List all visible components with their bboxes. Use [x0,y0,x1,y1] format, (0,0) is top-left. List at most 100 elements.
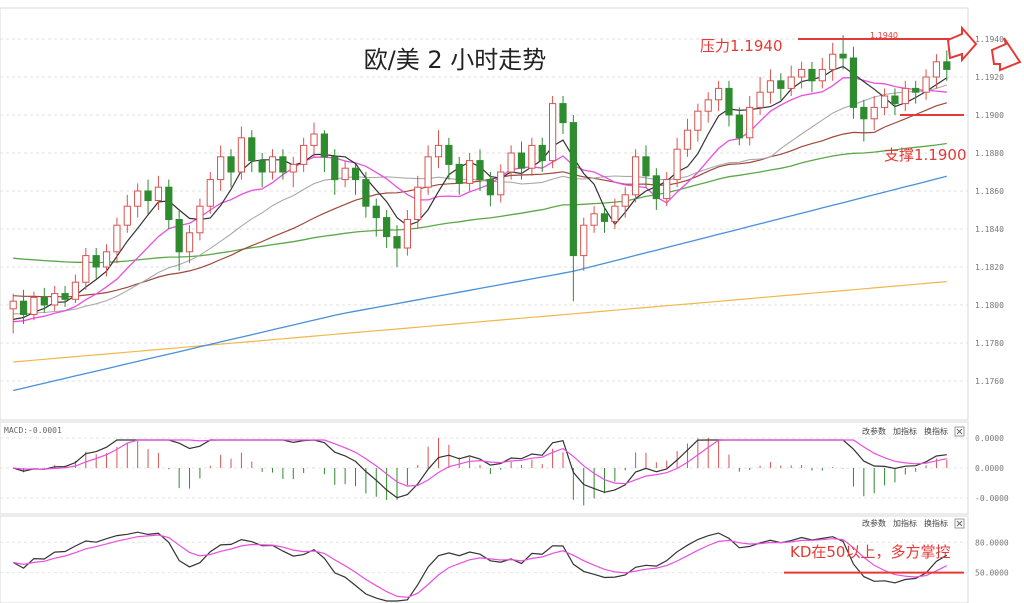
candle-body [912,87,920,93]
candle-body [901,87,909,105]
macd-header: MACD:-0.0001 [4,426,62,435]
candle-body [497,171,505,196]
candle-body [134,190,142,207]
candle-body [383,217,391,238]
candle-body [248,137,256,162]
macd-panel-buttons: 改参数 加指标 换指标 [862,426,965,437]
candle-body [829,53,837,70]
macd-tick-label: -0.0000 [975,494,1009,503]
price-y-axis: 1.1940 1.1920 1.1900 1.1880 1.1860 1.1840 1.18… [975,35,1004,386]
candle-body [932,61,941,78]
candle-body [206,179,214,207]
kd-tick-label: 80.0000 [975,538,1009,547]
candle-body [808,68,816,82]
candle-body [82,255,90,283]
candle-body [922,76,930,93]
candle-body [538,144,546,162]
candle-body [341,167,349,181]
candle-body [631,156,640,196]
candle-body [735,114,743,139]
candle-body [704,99,712,112]
candle-body [777,80,785,89]
candle-body [756,91,764,108]
candle-body [559,103,567,124]
candle-body [175,219,183,253]
button-change-params[interactable]: 改参数 [862,518,886,528]
candle-body [258,160,266,173]
candle-body [694,110,702,131]
candle-body [61,293,69,300]
macd-tick-label: 0.0000 [975,434,1004,443]
candle-body [414,186,422,220]
peak-label: 1.1940 [870,31,898,40]
button-switch-indicator[interactable]: 换指标 [924,426,948,436]
candle-body [621,194,629,207]
candle-body [476,160,484,181]
candle-body [279,156,287,173]
ma60-line [13,142,947,264]
support-label: 支撑1.1900 [884,146,967,164]
button-switch-indicator[interactable]: 换指标 [924,518,948,528]
candle-body [154,186,163,201]
candle-body [880,95,889,108]
candle-body [549,103,557,162]
macd-tick-label: 0.0000 [975,464,1004,473]
price-tick-label: 1.1880 [975,149,1004,158]
candle-body [663,179,671,200]
candle-body [818,68,826,82]
candle-body [517,152,526,169]
candle-body [611,205,619,222]
kd-y-axis: 80.0000 50.0000 [975,538,1009,577]
candle-body [424,156,432,188]
kd-tick-label: 50.0000 [975,569,1009,578]
ma250-line [13,281,947,363]
candle-body [766,80,775,93]
price-tick-label: 1.1800 [975,301,1004,310]
candle-body [268,156,277,173]
support-resistance-lines [798,38,964,116]
candle-body [30,296,38,315]
price-tick-label: 1.1760 [975,377,1004,386]
candlesticks [9,35,951,334]
candle-body [51,293,59,306]
candle-body [362,179,370,207]
candle-body [102,251,111,268]
candle-body [569,122,577,257]
price-tick-label: 1.1840 [975,225,1004,234]
candle-body [123,205,131,226]
candle-body [445,144,453,165]
kd-lines [12,531,964,602]
button-add-indicator[interactable]: 加指标 [893,426,917,436]
candle-body [683,129,692,150]
price-tick-label: 1.1780 [975,339,1004,348]
candle-body [300,144,308,165]
candle-body [891,95,899,105]
candle-body [486,179,494,196]
candle-body [714,87,723,101]
button-change-params[interactable]: 改参数 [862,426,886,436]
price-panel: 1.1940 1.1920 1.1900 1.1880 1.1860 1.1840 1.18… [0,7,1004,421]
chart-title: 欧/美 2 小时走势 [364,46,547,74]
d-line [13,534,948,599]
candle-body [590,213,598,226]
candle-body [40,296,48,306]
candle-body [217,156,225,181]
macd-y-axis: 0.0000 0.0000 -0.0000 [975,434,1009,503]
candle-body [19,300,28,316]
price-tick-label: 1.1940 [975,35,1004,44]
candle-body [600,213,609,222]
button-add-indicator[interactable]: 加指标 [893,518,917,528]
candle-body [310,133,318,146]
ma120-line [13,175,947,392]
candle-body [652,175,660,200]
candle-body [165,186,173,220]
candle-body [507,152,515,173]
price-tick-label: 1.1900 [975,111,1004,120]
price-tick-label: 1.1820 [975,263,1004,272]
kd-panel: 80.0000 50.0000 改参数 加指标 换指标 KD在50以上，多方掌控 [0,515,1009,603]
candle-body [92,255,100,268]
candle-body [466,160,474,184]
candle-body [839,53,847,59]
candle-body [455,163,463,184]
candle-body [797,68,806,78]
